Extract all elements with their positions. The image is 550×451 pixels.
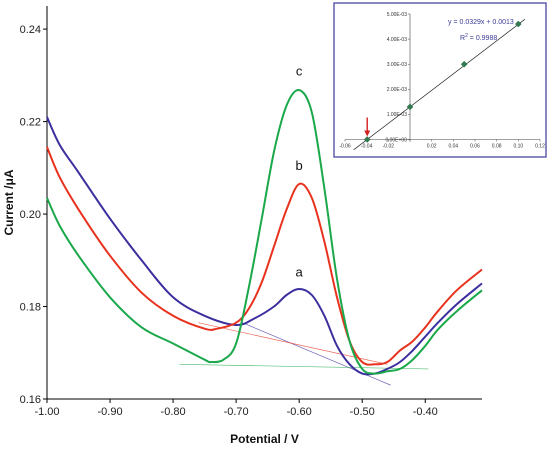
inset-data-point <box>515 20 522 28</box>
r2-prefix: R <box>460 35 465 42</box>
y-tick-label: 0.16 <box>20 394 41 406</box>
x-ticks: -1.00 -0.90 -0.80 -0.70 -0.60 -0.50 -0.40 <box>34 399 438 418</box>
inset-y-tick-label: 4.00E-03 <box>387 37 408 43</box>
y-ticks: 0.16 0.18 0.20 0.22 0.24 <box>20 24 47 406</box>
curve-label-b: b <box>296 158 303 173</box>
x-tick-label: -0.40 <box>413 406 438 418</box>
inset-equation: y = 0.0329x + 0.0013 <box>448 19 514 26</box>
inset-y-tick-label: 1.00E-03 <box>387 112 408 118</box>
inset-x-ticks: -0.06 -0.04 -0.02 0.02 0.04 0.06 0.08 0.10 0.12 <box>339 139 545 149</box>
y-tick-label: 0.22 <box>20 117 41 129</box>
curve-labels: a b c <box>296 63 304 279</box>
inset-y-ticks: 0.00E+00 1.00E-03 2.00E-03 3.00E-03 4.00E-03… <box>385 12 410 143</box>
series-a-line <box>46 116 483 376</box>
r2-value: = 0.9988 <box>468 35 497 42</box>
y-tick-label: 0.20 <box>20 209 41 221</box>
inset-x-tick-label: 0.12 <box>535 143 545 149</box>
inset-data-points <box>363 20 522 143</box>
curve-label-a: a <box>296 264 304 279</box>
inset-x-tick-label: 0.06 <box>470 143 480 149</box>
inset-fit-line <box>353 19 526 151</box>
inset-data-point <box>460 60 468 68</box>
series-c-line <box>46 89 483 375</box>
x-axis-label: Potential / V <box>230 432 299 446</box>
inset-y-tick-label: 2.00E-03 <box>387 87 408 93</box>
inset-x-tick-label: -0.02 <box>383 143 395 149</box>
inset-frame <box>333 2 547 158</box>
inset-y-tick-label: 0.00E+00 <box>385 137 407 143</box>
inset-y-tick-label: 3.00E-03 <box>387 62 408 68</box>
inset-x-tick-label: 0.04 <box>448 143 458 149</box>
main-plot: -1.00 -0.90 -0.80 -0.70 -0.60 -0.50 -0.40 0.16… <box>2 6 483 446</box>
inset-x-tick-label: 0.08 <box>492 143 502 149</box>
x-tick-label: -1.00 <box>34 406 59 418</box>
x-tick-label: -0.50 <box>350 406 375 418</box>
y-tick-label: 0.18 <box>20 302 41 314</box>
inset-x-tick-label: -0.06 <box>339 143 351 149</box>
inset-data-point <box>363 136 371 143</box>
r2-superscript: 2 <box>465 33 468 39</box>
inset-calibration-plot: -0.06 -0.04 -0.02 0.02 0.04 0.06 0.08 0.10 0.12 … <box>333 2 547 158</box>
inset-data-point <box>406 103 414 111</box>
inset-r-squared: R2 = 0.9988 <box>460 33 497 42</box>
arrow-head <box>364 130 371 137</box>
inset-x-tick-label: -0.04 <box>361 143 373 149</box>
inset-x-tick-label: 0.10 <box>513 143 523 149</box>
series-b-line <box>46 146 483 366</box>
y-axis-label: Current /μA <box>2 169 16 235</box>
inset-y-tick-label: 5.00E-03 <box>387 12 408 18</box>
inset-x-tick-label: 0.02 <box>427 143 437 149</box>
inset-arrow-icon <box>364 117 371 137</box>
curve-label-c: c <box>296 63 303 78</box>
x-tick-label: -0.70 <box>224 406 249 418</box>
x-tick-label: -0.60 <box>287 406 312 418</box>
series-lines <box>46 89 483 376</box>
y-tick-label: 0.24 <box>20 24 41 36</box>
x-tick-label: -0.80 <box>161 406 186 418</box>
x-tick-label: -0.90 <box>98 406 123 418</box>
